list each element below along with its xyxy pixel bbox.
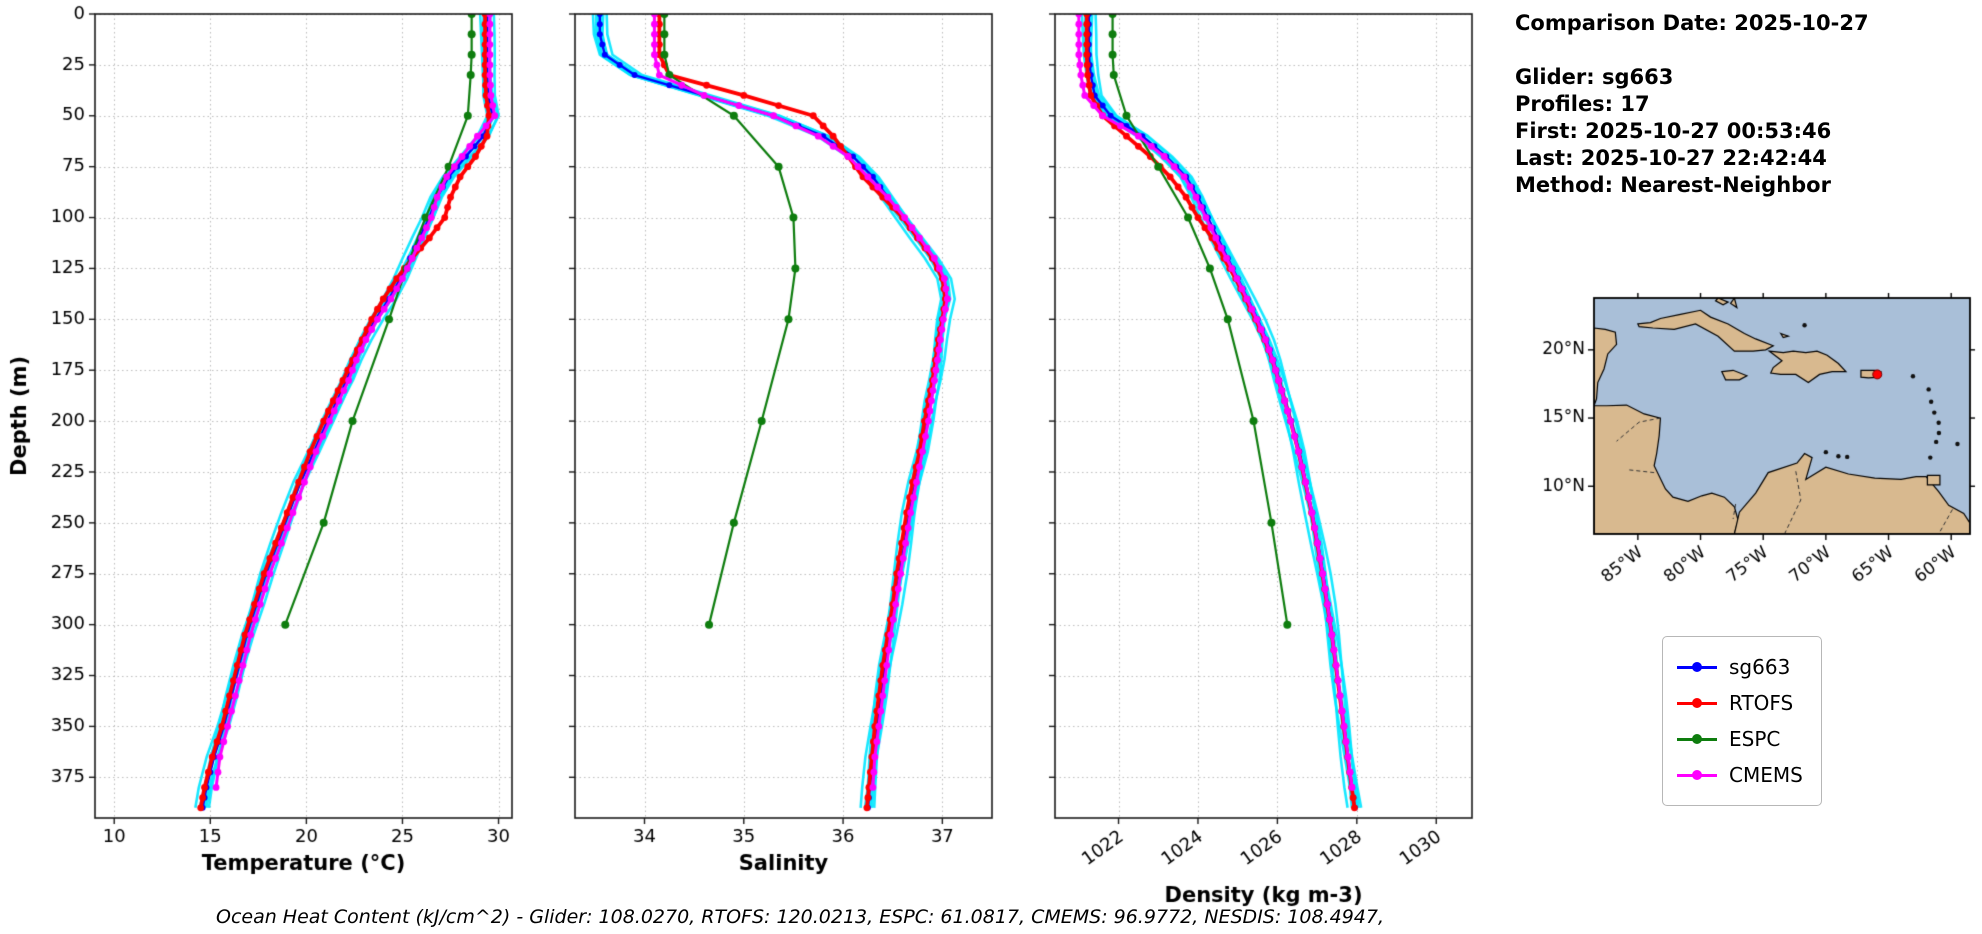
legend-line-swatch <box>1677 734 1717 744</box>
legend-item-sg663: sg663 <box>1677 649 1803 685</box>
legend-dot-swatch <box>1692 734 1702 744</box>
ocean-heat-content-text: Ocean Heat Content (kJ/cm^2) - Glider: 1… <box>215 906 1384 928</box>
legend-line-swatch <box>1677 770 1717 780</box>
last-text: Last: 2025-10-27 22:42:44 <box>1515 146 1827 170</box>
legend-label: ESPC <box>1729 727 1781 751</box>
legend-dot-swatch <box>1692 698 1702 708</box>
info-spacer <box>1515 37 1869 64</box>
legend-item-espc: ESPC <box>1677 721 1803 757</box>
legend-label: sg663 <box>1729 655 1791 679</box>
legend-label: RTOFS <box>1729 691 1794 715</box>
method-text: Method: Nearest-Neighbor <box>1515 173 1831 197</box>
legend-label: CMEMS <box>1729 763 1803 787</box>
legend-line-swatch <box>1677 662 1717 672</box>
glider-text: Glider: sg663 <box>1515 65 1674 89</box>
first-text: First: 2025-10-27 00:53:46 <box>1515 119 1832 143</box>
legend-dot-swatch <box>1692 770 1702 780</box>
comparison-date-text: Comparison Date: 2025-10-27 <box>1515 11 1869 35</box>
legend: sg663 RTOFS ESPC CMEMS <box>1662 636 1822 806</box>
legend-dot-swatch <box>1692 662 1702 672</box>
legend-line-swatch <box>1677 698 1717 708</box>
profiles-text: Profiles: 17 <box>1515 92 1650 116</box>
location-map <box>1522 288 1982 618</box>
profile-panels-chart <box>0 0 1500 934</box>
legend-item-rtofs: RTOFS <box>1677 685 1803 721</box>
info-panel: Comparison Date: 2025-10-27 Glider: sg66… <box>1515 10 1869 199</box>
legend-item-cmems: CMEMS <box>1677 757 1803 793</box>
